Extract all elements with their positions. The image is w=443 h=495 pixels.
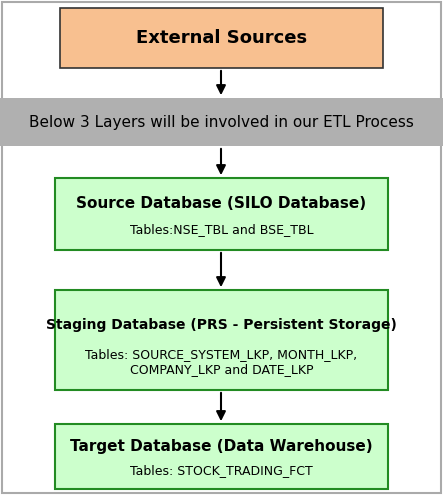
Text: Target Database (Data Warehouse): Target Database (Data Warehouse) xyxy=(70,439,373,454)
Text: Tables:NSE_TBL and BSE_TBL: Tables:NSE_TBL and BSE_TBL xyxy=(130,223,313,236)
Bar xyxy=(55,178,388,250)
Text: External Sources: External Sources xyxy=(136,29,307,47)
Text: Tables: STOCK_TRADING_FCT: Tables: STOCK_TRADING_FCT xyxy=(130,464,313,477)
Text: Source Database (SILO Database): Source Database (SILO Database) xyxy=(77,196,366,211)
Bar xyxy=(55,424,388,489)
Bar xyxy=(0,98,443,146)
Text: Below 3 Layers will be involved in our ETL Process: Below 3 Layers will be involved in our E… xyxy=(29,114,414,130)
Bar xyxy=(55,290,388,390)
Text: Staging Database (PRS - Persistent Storage): Staging Database (PRS - Persistent Stora… xyxy=(46,318,397,332)
Text: Tables: SOURCE_SYSTEM_LKP, MONTH_LKP,
COMPANY_LKP and DATE_LKP: Tables: SOURCE_SYSTEM_LKP, MONTH_LKP, CO… xyxy=(85,348,358,376)
Bar xyxy=(60,8,383,68)
